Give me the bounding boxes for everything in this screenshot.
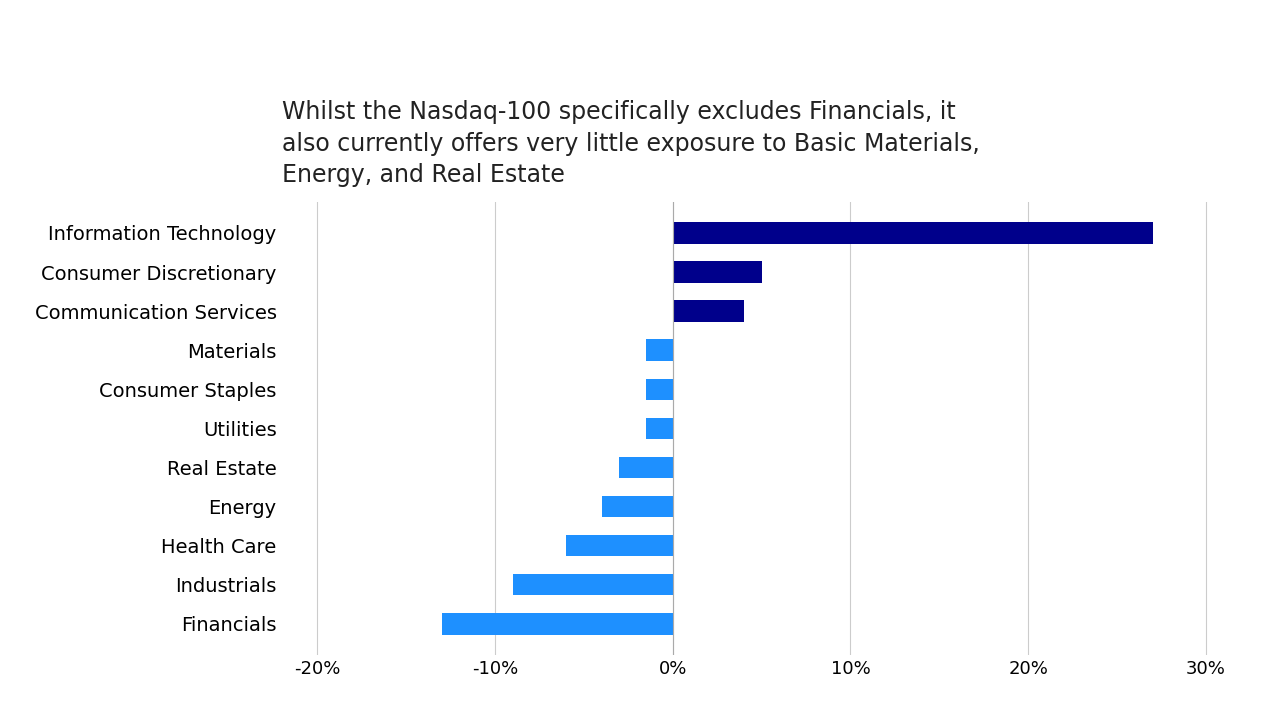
Bar (673, 300, 744, 322)
Bar (646, 418, 673, 439)
Bar (646, 379, 673, 400)
Bar (513, 574, 673, 595)
Bar (620, 456, 673, 478)
Bar (442, 613, 673, 634)
Bar (673, 222, 1153, 243)
Bar (673, 261, 762, 283)
Bar (646, 339, 673, 361)
Bar (566, 535, 673, 557)
Text: Whilst the Nasdaq-100 specifically excludes Financials, it
also currently offers: Whilst the Nasdaq-100 specifically exclu… (282, 100, 979, 187)
Bar (602, 496, 673, 518)
